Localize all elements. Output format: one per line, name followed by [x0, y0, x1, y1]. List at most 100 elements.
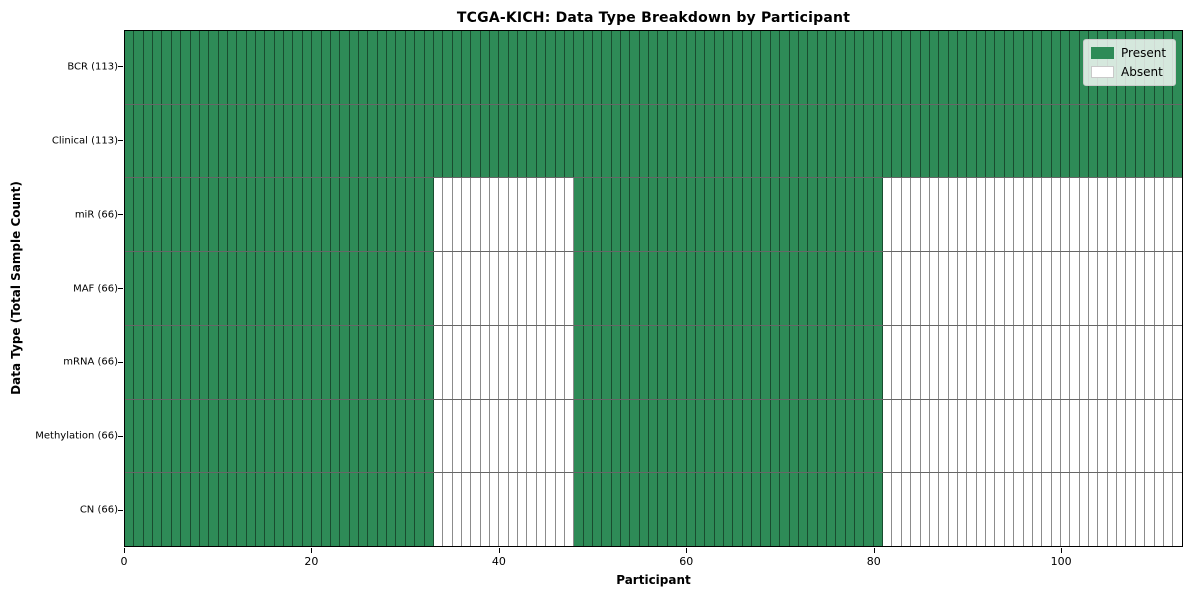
heatmap-cell	[967, 104, 977, 178]
heatmap-cell	[611, 178, 622, 252]
heatmap-cell	[265, 31, 275, 104]
heatmap-cell	[1014, 178, 1024, 252]
heatmap-cell	[808, 325, 818, 399]
y-tick-mark	[118, 66, 123, 68]
heatmap-cell	[480, 104, 491, 178]
heatmap-cell	[237, 104, 247, 178]
heatmap-cell	[433, 325, 444, 399]
heatmap-cell	[527, 325, 537, 399]
heatmap-cell	[1004, 104, 1015, 178]
y-tick-mark	[118, 140, 123, 142]
heatmap-cell	[1023, 325, 1033, 399]
heatmap-row-cn	[125, 473, 1182, 547]
heatmap-cell	[957, 104, 968, 178]
heatmap-cell	[976, 473, 987, 547]
heatmap-cell	[752, 178, 762, 252]
heatmap-cell	[883, 178, 893, 252]
heatmap-cell	[621, 178, 631, 252]
heatmap-cell	[490, 399, 500, 473]
heatmap-cell	[592, 104, 603, 178]
heatmap-cell	[171, 178, 182, 252]
heatmap-cell	[639, 473, 650, 547]
y-tick-mark	[118, 214, 123, 216]
heatmap-cell	[405, 473, 416, 547]
heatmap-cell	[256, 31, 266, 104]
heatmap-cell	[733, 473, 743, 547]
heatmap-cell	[340, 104, 350, 178]
heatmap-cell	[321, 31, 331, 104]
heatmap-cell	[752, 325, 762, 399]
heatmap-cell	[1117, 104, 1127, 178]
heatmap-cell	[480, 473, 491, 547]
heatmap-cell	[293, 178, 303, 252]
heatmap-cell	[1154, 178, 1164, 252]
heatmap-cell	[714, 252, 724, 325]
heatmap-cell	[1107, 178, 1118, 252]
heatmap-cell	[611, 104, 622, 178]
heatmap-cell	[602, 252, 612, 325]
heatmap-cell	[724, 178, 734, 252]
heatmap-cell	[855, 178, 865, 252]
heatmap-cell	[826, 473, 837, 547]
heatmap-cell	[499, 31, 509, 104]
heatmap-cell	[1135, 325, 1146, 399]
heatmap-cell	[405, 178, 416, 252]
heatmap-cell	[1135, 104, 1146, 178]
heatmap-cell	[752, 473, 762, 547]
heatmap-cell	[199, 31, 210, 104]
heatmap-cell	[667, 31, 678, 104]
heatmap-cell	[808, 399, 818, 473]
heatmap-cell	[443, 325, 453, 399]
heatmap-cell	[649, 473, 659, 547]
heatmap-cell	[536, 104, 547, 178]
heatmap-cell	[227, 399, 238, 473]
heatmap-cell	[433, 178, 444, 252]
heatmap-cell	[1051, 252, 1061, 325]
heatmap-cell	[1070, 178, 1080, 252]
heatmap-cell	[330, 31, 341, 104]
y-tick-mark	[118, 288, 123, 289]
heatmap-cell	[340, 178, 350, 252]
heatmap-cell	[686, 104, 696, 178]
heatmap-cell	[686, 31, 696, 104]
heatmap-cell	[1089, 325, 1099, 399]
heatmap-cell	[340, 252, 350, 325]
heatmap-cell	[312, 473, 322, 547]
heatmap-cell	[752, 31, 762, 104]
heatmap-cell	[798, 399, 809, 473]
heatmap-cell	[302, 399, 313, 473]
heatmap-cell	[1032, 473, 1043, 547]
heatmap-cell	[424, 178, 434, 252]
heatmap-cell	[808, 252, 818, 325]
heatmap-cell	[387, 252, 397, 325]
heatmap-cell	[1070, 473, 1080, 547]
heatmap-cell	[162, 325, 172, 399]
heatmap-cell	[752, 252, 762, 325]
heatmap-cell	[1173, 252, 1182, 325]
heatmap-cell	[845, 399, 856, 473]
heatmap-cell	[1042, 252, 1052, 325]
heatmap-cell	[686, 325, 696, 399]
heatmap-cell	[330, 473, 341, 547]
heatmap-cell	[602, 31, 612, 104]
heatmap-cell	[817, 473, 827, 547]
heatmap-cell	[209, 325, 219, 399]
heatmap-cell	[237, 399, 247, 473]
heatmap-cell	[368, 473, 378, 547]
heatmap-cell	[405, 104, 416, 178]
heatmap-cell	[265, 104, 275, 178]
y-tick-mark	[118, 435, 123, 437]
heatmap-cell	[527, 399, 537, 473]
heatmap-cell	[312, 178, 322, 252]
heatmap-cell	[883, 325, 893, 399]
heatmap-cell	[986, 473, 996, 547]
heatmap-cell	[714, 325, 724, 399]
x-tick-label: 20	[304, 555, 319, 568]
heatmap-cell	[536, 31, 547, 104]
heatmap-cell	[1107, 399, 1118, 473]
heatmap-cell	[153, 104, 163, 178]
heatmap-cell	[340, 473, 350, 547]
heatmap-cell	[134, 104, 144, 178]
heatmap-cell	[1051, 104, 1061, 178]
heatmap-cell	[555, 473, 565, 547]
